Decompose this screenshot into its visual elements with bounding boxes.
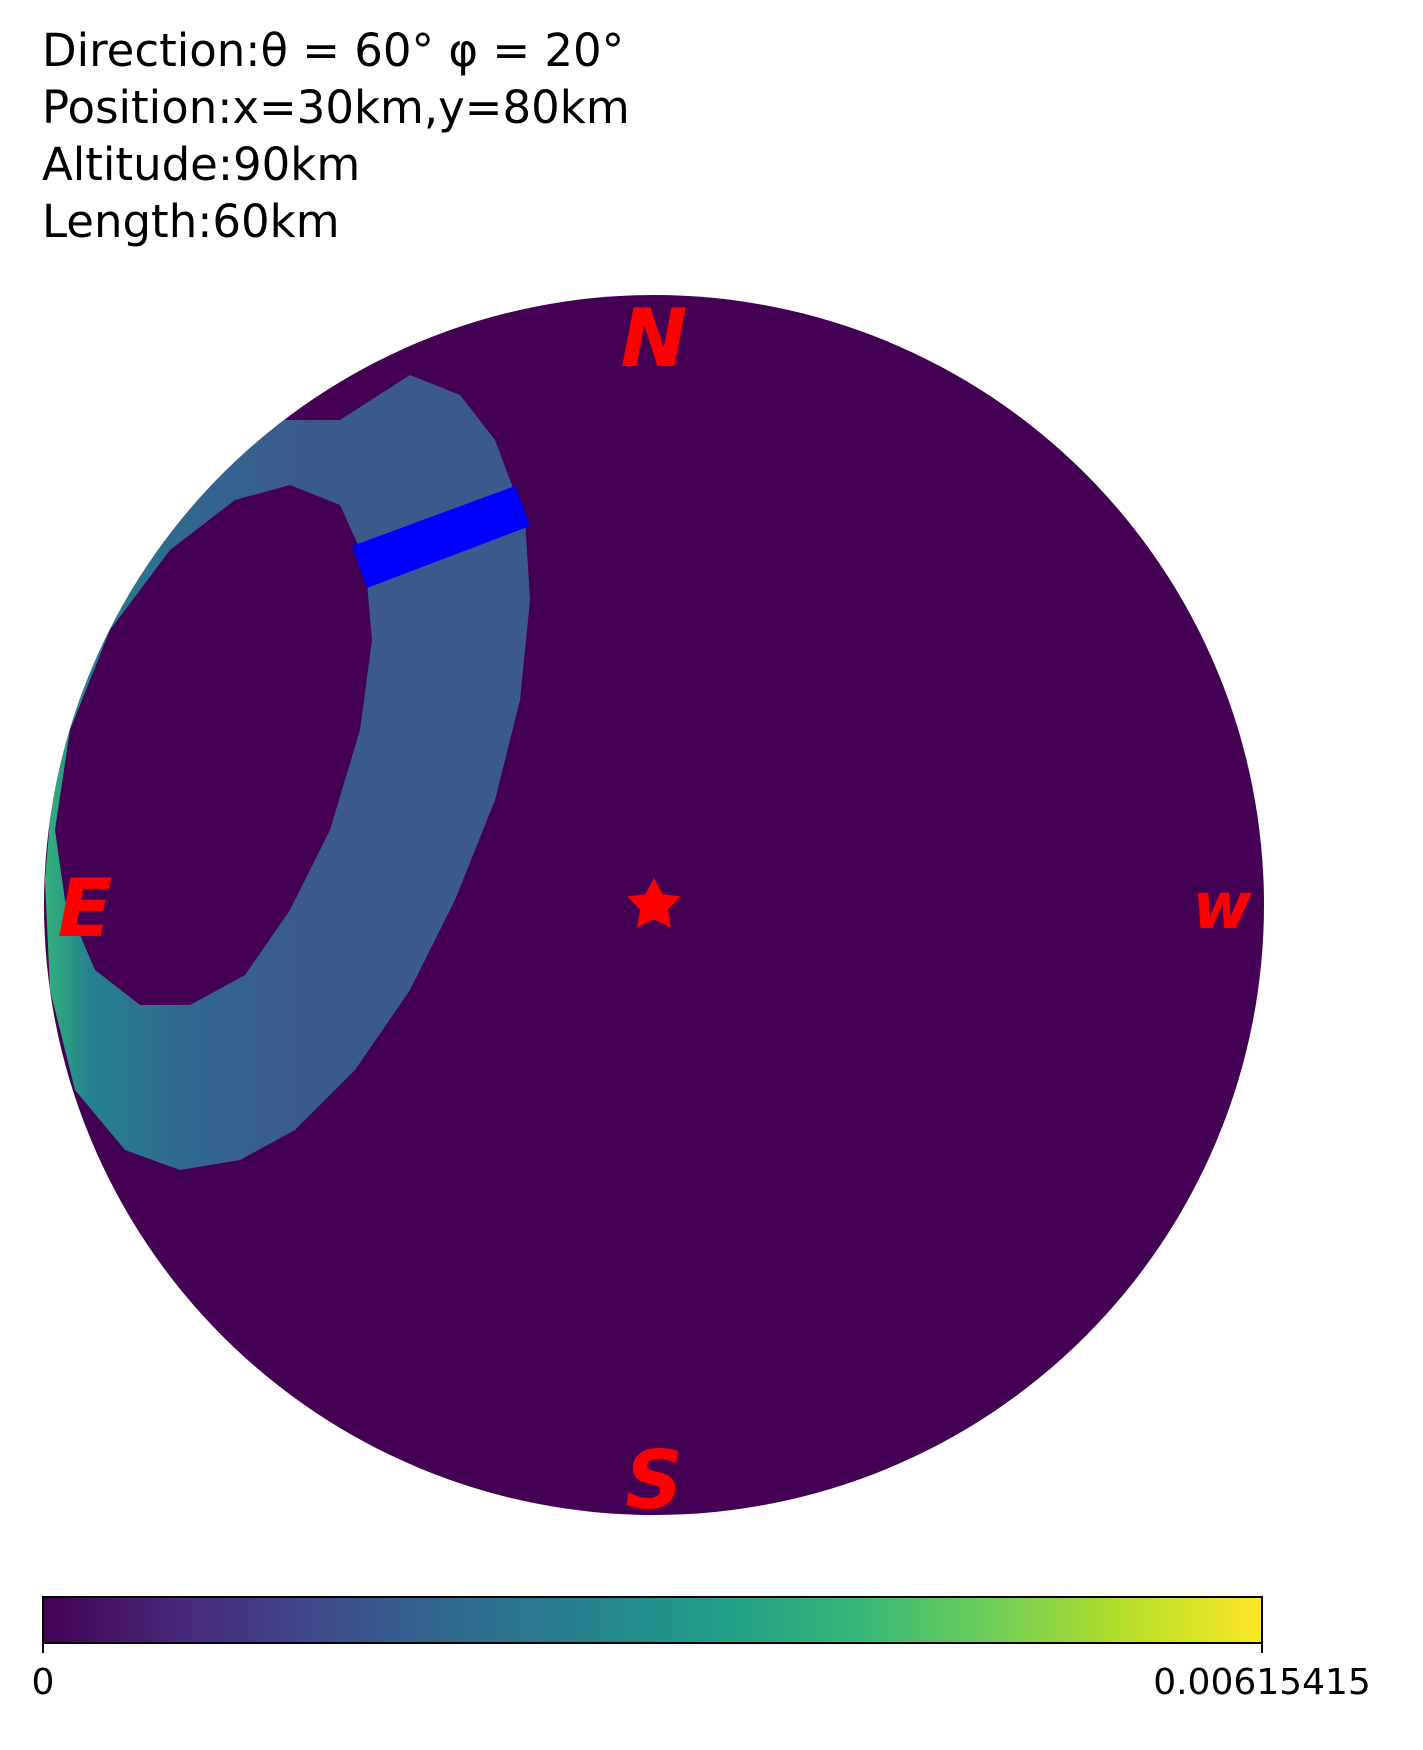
colorbar-max-label: 0.00615415: [1153, 1662, 1371, 1703]
colorbar-min-label: 0: [31, 1662, 55, 1703]
altitude-text: Altitude:90km: [42, 138, 361, 191]
observer-star-icon: [627, 878, 681, 928]
compass-south: S: [625, 1434, 683, 1527]
position-text: Position:x=30km,y=80km: [42, 81, 630, 134]
path-segment-bar: [352, 486, 530, 588]
direction-text: Direction:θ = 60° φ = 20°: [42, 24, 625, 77]
compass-west: w: [1192, 870, 1252, 944]
length-text: Length:60km: [42, 195, 340, 248]
compass-north: N: [621, 292, 688, 385]
compass-east: E: [58, 862, 113, 955]
illuminated-ring: [45, 375, 530, 1170]
colorbar: [42, 1596, 1263, 1644]
parameter-text-block: Direction:θ = 60° φ = 20° Position:x=30k…: [42, 22, 630, 250]
